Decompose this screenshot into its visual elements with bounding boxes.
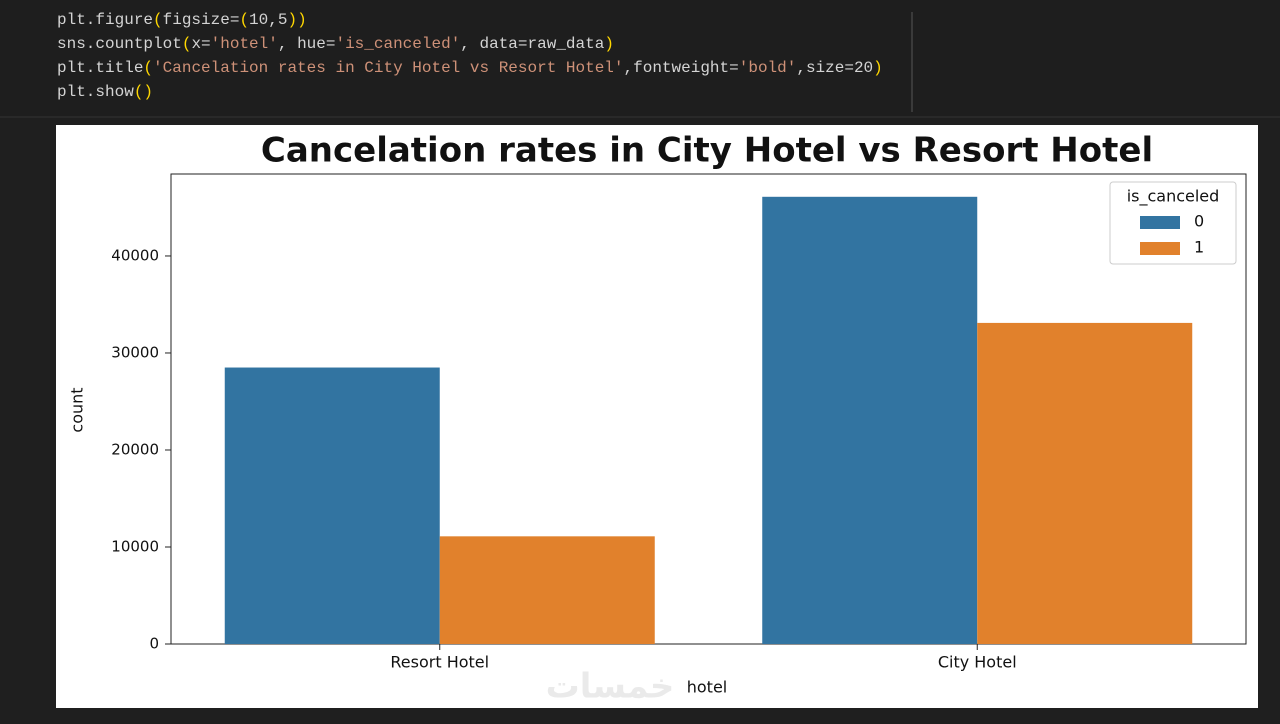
code-token: )	[873, 59, 883, 77]
code-token: 10,5	[249, 11, 287, 29]
legend-label: 0	[1194, 212, 1204, 231]
code-line: plt.show()	[57, 83, 153, 101]
code-line: plt.title('Cancelation rates in City Hot…	[57, 59, 883, 77]
y-tick-label: 40000	[111, 246, 159, 264]
code-token: 'bold'	[739, 59, 797, 77]
code-token: )	[287, 11, 297, 29]
y-tick-label: 30000	[111, 343, 159, 361]
code-token: sns.countplot	[57, 35, 182, 53]
code-token: )	[604, 35, 614, 53]
code-token: figsize=	[163, 11, 240, 29]
code-token: ()	[134, 83, 153, 101]
code-token: 'is_canceled'	[335, 35, 460, 53]
code-line: sns.countplot(x='hotel', hue='is_cancele…	[57, 35, 614, 53]
code-line: plt.figure(figsize=(10,5))	[57, 11, 307, 29]
code-token: , hue=	[278, 35, 336, 53]
bar	[439, 536, 655, 644]
code-token: plt.show	[57, 83, 134, 101]
legend-swatch	[1140, 242, 1180, 255]
code-token: ,size=20	[796, 59, 873, 77]
legend-title: is_canceled	[1127, 187, 1220, 207]
code-cell	[0, 0, 1280, 116]
y-tick-label: 0	[149, 635, 159, 653]
code-token: (	[143, 59, 153, 77]
code-token: 'hotel'	[211, 35, 278, 53]
y-tick-label: 20000	[111, 440, 159, 458]
code-token: plt.title	[57, 59, 143, 77]
code: plt.figure(figsize=(10,5))sns.countplot(…	[57, 11, 883, 101]
x-tick-label: City Hotel	[938, 653, 1017, 672]
x-axis-label: hotel	[687, 678, 728, 697]
code-token: (	[239, 11, 249, 29]
y-tick-label: 10000	[111, 537, 159, 555]
code-token: plt.figure	[57, 11, 153, 29]
code-token: , data=raw_data	[460, 35, 604, 53]
bar	[224, 367, 440, 644]
legend-swatch	[1140, 216, 1180, 229]
x-tick-label: Resort Hotel	[390, 653, 489, 672]
watermark: خمسات	[546, 667, 675, 707]
y-axis-label: count	[68, 387, 87, 432]
code-token: )	[297, 11, 307, 29]
bar	[977, 322, 1193, 644]
bar	[762, 196, 978, 644]
code-token: (	[182, 35, 192, 53]
code-token: (	[153, 11, 163, 29]
code-token: ,fontweight=	[624, 59, 739, 77]
code-token: x=	[191, 35, 210, 53]
code-token: 'Cancelation rates in City Hotel vs Reso…	[153, 59, 623, 77]
legend-label: 1	[1194, 238, 1204, 257]
axes-frame	[170, 173, 1247, 645]
chart-title: Cancelation rates in City Hotel vs Resor…	[261, 131, 1153, 171]
